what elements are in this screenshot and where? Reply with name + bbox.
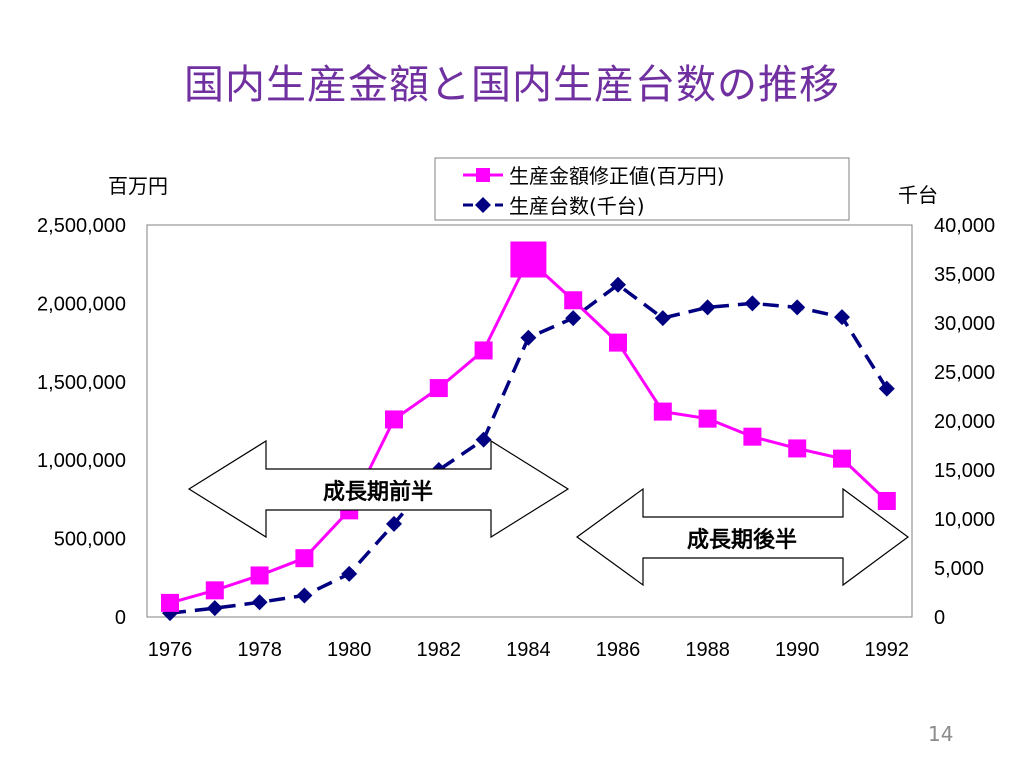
arrow-growth-early: 成長期前半 — [187, 439, 570, 539]
series-amount-point — [698, 409, 717, 428]
series-amount-point — [429, 379, 448, 398]
series-amount-point — [161, 593, 179, 612]
series-amount-point — [653, 402, 672, 421]
series-units-point — [386, 515, 402, 532]
right-axis-tick-label: 10,000 — [934, 509, 995, 531]
series-units-point — [789, 299, 806, 316]
right-axis-tick-label: 35,000 — [934, 264, 995, 286]
legend: 生産金額修正値(百万円) 生産台数(千台) — [434, 157, 850, 221]
x-axis-tick-label: 1976 — [148, 639, 193, 661]
series-units-point — [699, 299, 716, 316]
legend-amount-marker — [476, 168, 490, 182]
arrow-growth-late: 成長期後半 — [575, 487, 910, 587]
right-axis-unit-label: 千台 — [898, 183, 938, 207]
series-amount-point — [385, 410, 403, 429]
series-units-point — [565, 310, 582, 327]
left-axis-tick-label: 500,000 — [54, 529, 126, 551]
series-amount-point — [510, 241, 547, 278]
series-amount-point — [205, 581, 224, 600]
right-axis-tick-label: 25,000 — [934, 362, 995, 384]
series-amount-point — [295, 549, 314, 568]
right-axis-ticks: 0 5,000 10,000 15,000 20,000 25,000 30,000 35,0… — [934, 215, 995, 629]
left-axis-tick-label: 0 — [115, 607, 126, 629]
legend-units-label: 生産台数(千台) — [509, 194, 645, 218]
right-axis-tick-label: 15,000 — [934, 460, 995, 482]
series-amount-point — [474, 341, 493, 360]
left-axis-tick-label: 2,000,000 — [37, 293, 126, 315]
right-axis-tick-label: 0 — [934, 607, 945, 629]
series-units-point — [654, 310, 671, 327]
x-axis-ticks: 1976 1978 1980 1982 1984 1986 1988 1990 1992 — [148, 639, 909, 661]
right-axis-tick-label: 20,000 — [934, 411, 995, 433]
slide-title: 国内生産金額と国内生産台数の推移 — [184, 62, 840, 108]
series-units-point — [206, 600, 223, 617]
right-axis-tick-label: 5,000 — [934, 558, 984, 580]
arrow-growth-early-shape — [187, 439, 570, 539]
x-axis-tick-label: 1992 — [865, 639, 910, 661]
x-axis-tick-label: 1980 — [327, 639, 372, 661]
arrow-growth-early-label: 成長期前半 — [323, 479, 433, 505]
x-axis-tick-label: 1978 — [237, 639, 282, 661]
legend-amount-label: 生産金額修正値(百万円) — [509, 164, 725, 188]
series-units-point — [744, 295, 761, 312]
left-axis-tick-label: 2,500,000 — [37, 215, 126, 237]
series-units-point — [878, 380, 895, 397]
series-amount-point — [877, 491, 896, 510]
legend-box — [434, 157, 850, 221]
series-amount-point — [743, 427, 762, 446]
series-production-units — [162, 276, 895, 622]
series-amount-point — [250, 566, 269, 585]
series-amount-point — [609, 333, 627, 352]
left-axis-ticks: 0 500,000 1,000,000 1,500,000 2,000,000 2,500… — [37, 215, 126, 629]
left-axis-tick-label: 1,000,000 — [37, 450, 126, 472]
series-units-point — [296, 587, 313, 604]
right-axis-tick-label: 30,000 — [934, 313, 995, 335]
x-axis-tick-label: 1988 — [685, 639, 730, 661]
x-axis-tick-label: 1984 — [506, 639, 551, 661]
arrow-growth-late-shape — [575, 487, 910, 587]
series-units-point — [251, 594, 268, 611]
page-number: 14 — [928, 722, 954, 746]
right-axis-tick-label: 40,000 — [934, 215, 995, 237]
series-units-point — [341, 565, 358, 582]
legend-item-units: 生産台数(千台) — [463, 194, 645, 218]
series-amount-point — [564, 291, 583, 310]
left-axis-tick-label: 1,500,000 — [37, 372, 126, 394]
legend-units-marker — [475, 197, 491, 213]
x-axis-tick-label: 1986 — [596, 639, 641, 661]
series-units-point — [610, 276, 626, 293]
series-units-point — [834, 309, 850, 326]
series-units-point — [520, 329, 537, 346]
series-amount-point — [833, 449, 851, 468]
x-axis-tick-label: 1990 — [775, 639, 820, 661]
series-units-point — [475, 431, 492, 448]
series-amount-point — [788, 439, 807, 458]
legend-item-amount: 生産金額修正値(百万円) — [463, 164, 725, 188]
x-axis-tick-label: 1982 — [417, 639, 462, 661]
arrow-growth-late-label: 成長期後半 — [687, 527, 797, 553]
left-axis-unit-label: 百万円 — [108, 174, 168, 198]
